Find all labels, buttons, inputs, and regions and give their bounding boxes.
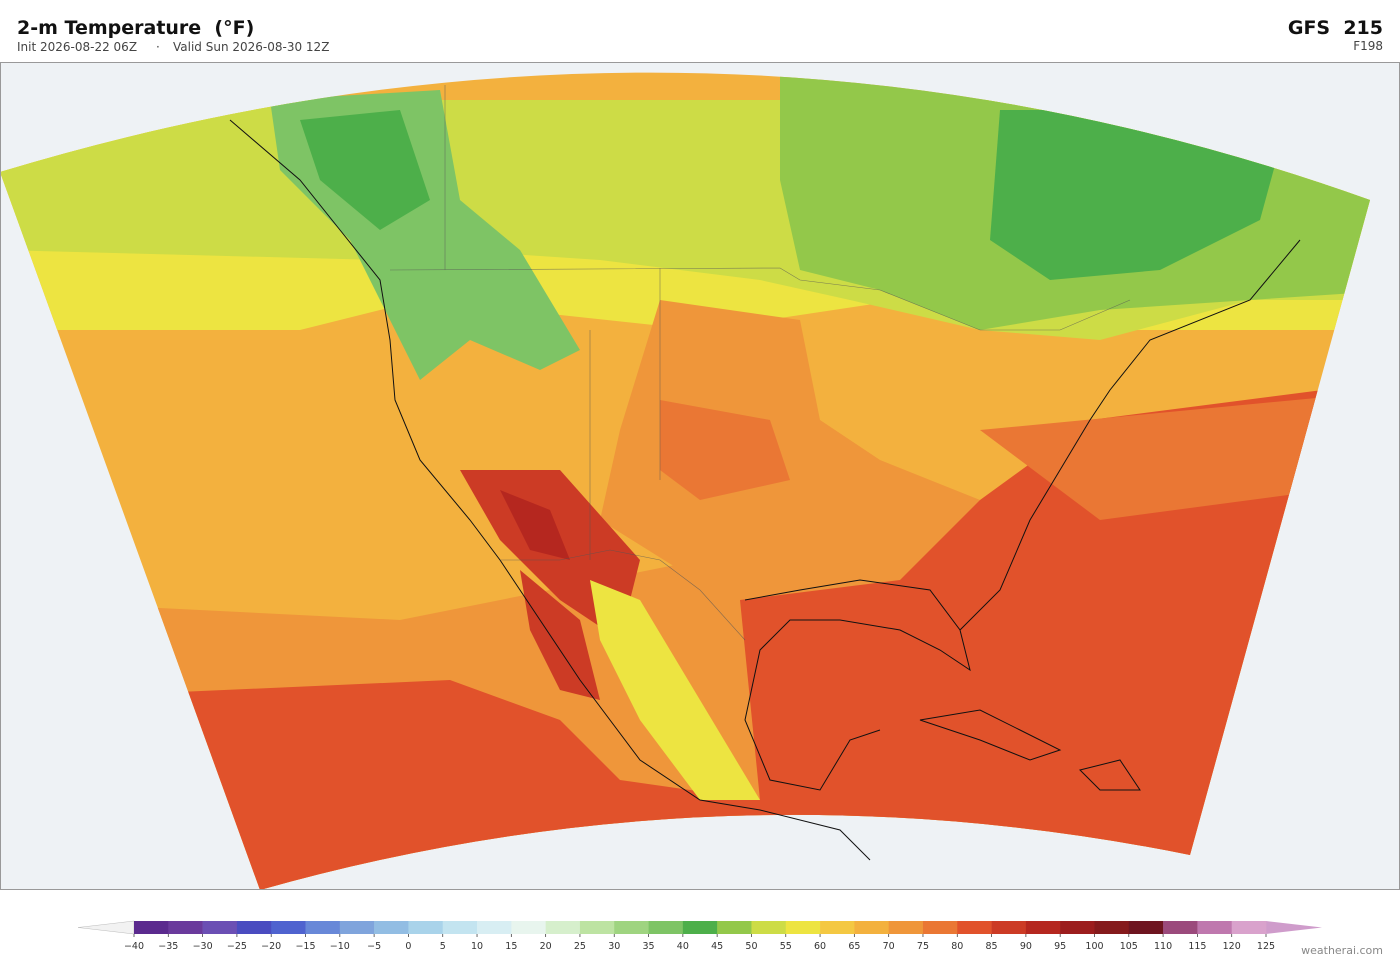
colorbar-over: [1266, 921, 1322, 934]
colorbar-segment: [1197, 921, 1232, 934]
colorbar-segment: [888, 921, 924, 934]
colorbar-tick-label: 35: [642, 941, 654, 952]
forecast-hour: F198: [1353, 39, 1383, 53]
colorbar-tick-label: 65: [848, 941, 860, 952]
colorbar-segment: [134, 921, 169, 934]
colorbar-segment: [820, 921, 855, 934]
colorbar-tick-label: 90: [1020, 941, 1032, 952]
colorbar-tick-label: 115: [1188, 941, 1206, 952]
colorbar-segment: [579, 921, 615, 934]
colorbar-segment: [1094, 921, 1130, 934]
colorbar-segment: [854, 921, 889, 934]
colorbar-segment: [751, 921, 787, 934]
colorbar-tick-label: 45: [711, 941, 723, 952]
colorbar-tick-label: 75: [917, 941, 929, 952]
colorbar-tick-label: −40: [124, 941, 144, 952]
title: 2-m Temperature (°F): [17, 17, 254, 39]
colorbar-tick-label: 0: [405, 941, 411, 952]
colorbar-segment: [1128, 921, 1164, 934]
colorbar-tick-label: −15: [295, 941, 315, 952]
colorbar-segment: [374, 921, 409, 934]
colorbar-tick-label: 50: [745, 941, 757, 952]
colorbar-tick-label: −10: [330, 941, 350, 952]
colorbar-under: [77, 920, 135, 935]
colorbar-tick-label: −30: [193, 941, 213, 952]
colorbar-segment: [957, 921, 992, 934]
colorbar-segment: [1231, 921, 1267, 934]
colorbar-segment: [922, 921, 958, 934]
colorbar-segment: [991, 921, 1027, 934]
colorbar-tick-label: −5: [367, 941, 381, 952]
temperature-field: [0, 72, 1370, 890]
colorbar-tick-label: 55: [780, 941, 792, 952]
colorbar-segment: [511, 921, 546, 934]
separator: ·: [156, 40, 160, 54]
colorbar-tick-label: 80: [951, 941, 963, 952]
coastlines: [229, 119, 1301, 861]
colorbar-tick-label: 60: [814, 941, 826, 952]
colorbar-segment: [1025, 921, 1061, 934]
colorbar-tick-label: 25: [574, 941, 586, 952]
colorbar-segment: [442, 921, 478, 934]
colorbar-segment: [682, 921, 718, 934]
colorbar-tick-label: 95: [1054, 941, 1066, 952]
colorbar-segment: [614, 921, 649, 934]
colorbar-tick-label: 85: [986, 941, 998, 952]
valid-time: Valid Sun 2026-08-30 12Z: [173, 40, 329, 54]
colorbar-tick-label: −25: [227, 941, 247, 952]
colorbar-tick-label: 105: [1120, 941, 1138, 952]
colorbar-segment: [717, 921, 752, 934]
colorbar-segment: [648, 921, 684, 934]
colorbar-segment: [168, 921, 203, 934]
credit: weatherai.com: [1301, 944, 1383, 957]
colorbar-segment: [236, 921, 272, 934]
colorbar-segment: [477, 921, 512, 934]
colorbar-tick-label: 110: [1154, 941, 1172, 952]
map: [0, 62, 1400, 890]
colorbar-segment: [339, 921, 375, 934]
colorbar-segment: [785, 921, 821, 934]
colorbar-tick-label: 30: [608, 941, 620, 952]
colorbar-tick-label: 120: [1223, 941, 1241, 952]
colorbar-segment: [202, 921, 238, 934]
colorbar: −40 −35 −30 −25 −20 −15 −10 −5 0 5 10 15 20 25 30 35 40 4…: [77, 920, 1322, 952]
colorbar-tick-label: 5: [440, 941, 446, 952]
init-time: Init 2026-08-22 06Z: [17, 40, 137, 54]
colorbar-tick-label: 10: [471, 941, 483, 952]
colorbar-segment: [545, 921, 581, 934]
colorbar-tick-label: −20: [261, 941, 281, 952]
colorbar-segment: [1163, 921, 1198, 934]
model-label: GFS 215: [1288, 17, 1383, 39]
colorbar-segment: [305, 921, 341, 934]
colorbar-segment: [271, 921, 306, 934]
colorbar-tick-label: 15: [505, 941, 517, 952]
colorbar-tick-label: 20: [540, 941, 552, 952]
colorbar-tick-label: 40: [677, 941, 689, 952]
borders: [389, 85, 1131, 641]
colorbar-tick-label: 70: [883, 941, 895, 952]
colorbar-segment: [408, 921, 444, 934]
colorbar-tick-label: 100: [1085, 941, 1103, 952]
colorbar-tick-label: −35: [158, 941, 178, 952]
colorbar-tick-label: 125: [1257, 941, 1275, 952]
colorbar-segment: [1060, 921, 1095, 934]
